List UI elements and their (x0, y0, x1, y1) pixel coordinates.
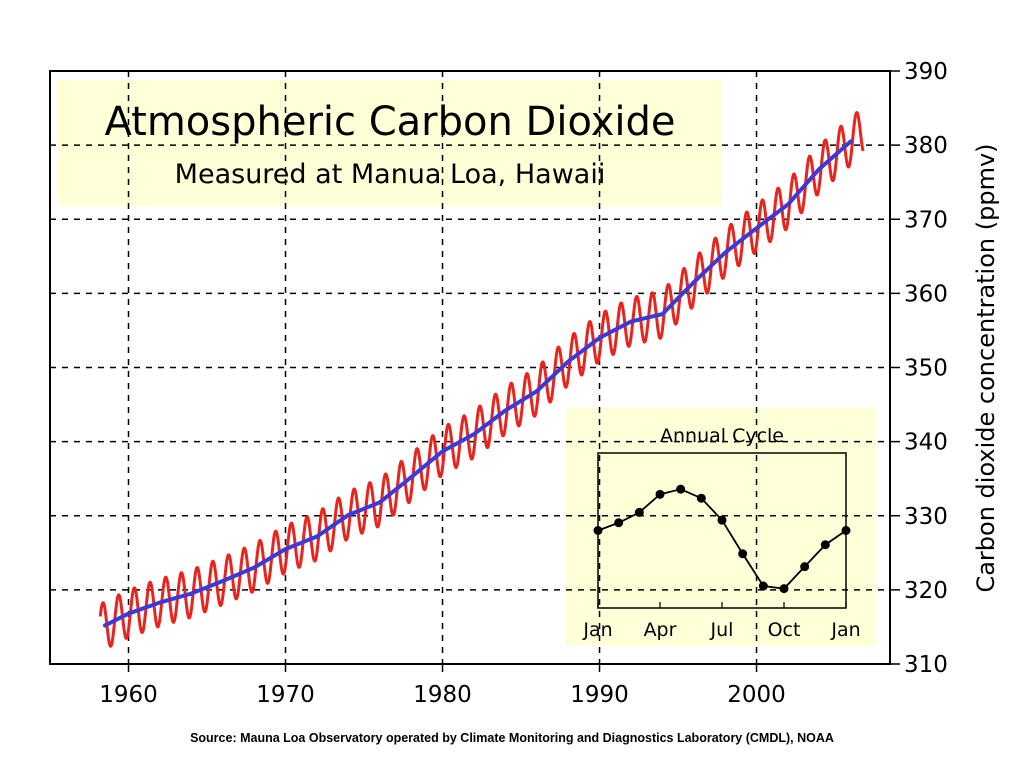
data-lines (98, 111, 865, 648)
monthly-co2-line (98, 111, 865, 648)
x-tick-label-1990: 1990 (570, 682, 629, 708)
y-tick-label-340: 340 (904, 430, 948, 456)
x-tick-label-1970: 1970 (256, 682, 315, 708)
annual-cycle-point-0 (593, 526, 603, 535)
inset-tick-label-2: Jul (710, 619, 734, 641)
y-tick-label-310: 310 (904, 652, 948, 678)
annual-cycle-point-10 (800, 562, 810, 572)
y-tick-label-380: 380 (904, 133, 948, 159)
inset-title: Annual Cycle (660, 425, 784, 447)
inset-tick-label-0: Jan (582, 619, 612, 641)
chart-title: Atmospheric Carbon Dioxide (105, 99, 676, 145)
y-tick-label-330: 330 (904, 504, 948, 530)
annual-cycle-point-11 (820, 540, 830, 550)
y-tick-label-320: 320 (904, 578, 948, 604)
inset-tick-label-3: Oct (768, 619, 801, 641)
inset-tick-label-1: Apr (644, 619, 677, 641)
inset-chart: Jan Apr Jul Oct Jan (582, 484, 861, 641)
annual-cycle-point-2 (634, 507, 644, 517)
source-note: Source: Mauna Loa Observatory operated b… (190, 731, 834, 745)
annual-cycle-point-1 (614, 518, 624, 528)
inset-tick-label-4: Jan (830, 619, 860, 641)
axis-ticks: 1960 1970 1980 1990 2000 310 320 330 340 350 360 37… (99, 59, 948, 708)
annual-cycle-point-6 (717, 515, 727, 525)
y-axis-label: Carbon dioxide concentration (ppmv) (972, 143, 1000, 592)
annual-cycle-point-5 (696, 493, 706, 503)
y-tick-label-350: 350 (904, 356, 948, 382)
annual-cycle-point-4 (676, 484, 686, 494)
annual-cycle-point-7 (738, 549, 748, 559)
annual-cycle-point-12 (841, 526, 851, 535)
y-tick-label-360: 360 (904, 281, 948, 307)
annual-cycle-point-9 (779, 584, 789, 594)
title-box (58, 80, 722, 206)
annual-cycle-point-3 (655, 489, 665, 499)
chart-subtitle: Measured at Manua Loa, Hawaii (175, 159, 606, 190)
annual-cycle-point-8 (758, 581, 768, 591)
x-tick-label-2000: 2000 (727, 682, 786, 708)
x-tick-label-1980: 1980 (413, 682, 472, 708)
y-tick-label-370: 370 (904, 207, 948, 233)
y-tick-label-390: 390 (904, 59, 948, 85)
x-tick-label-1960: 1960 (99, 682, 158, 708)
trend-co2-line (102, 139, 853, 628)
grid (50, 71, 890, 664)
